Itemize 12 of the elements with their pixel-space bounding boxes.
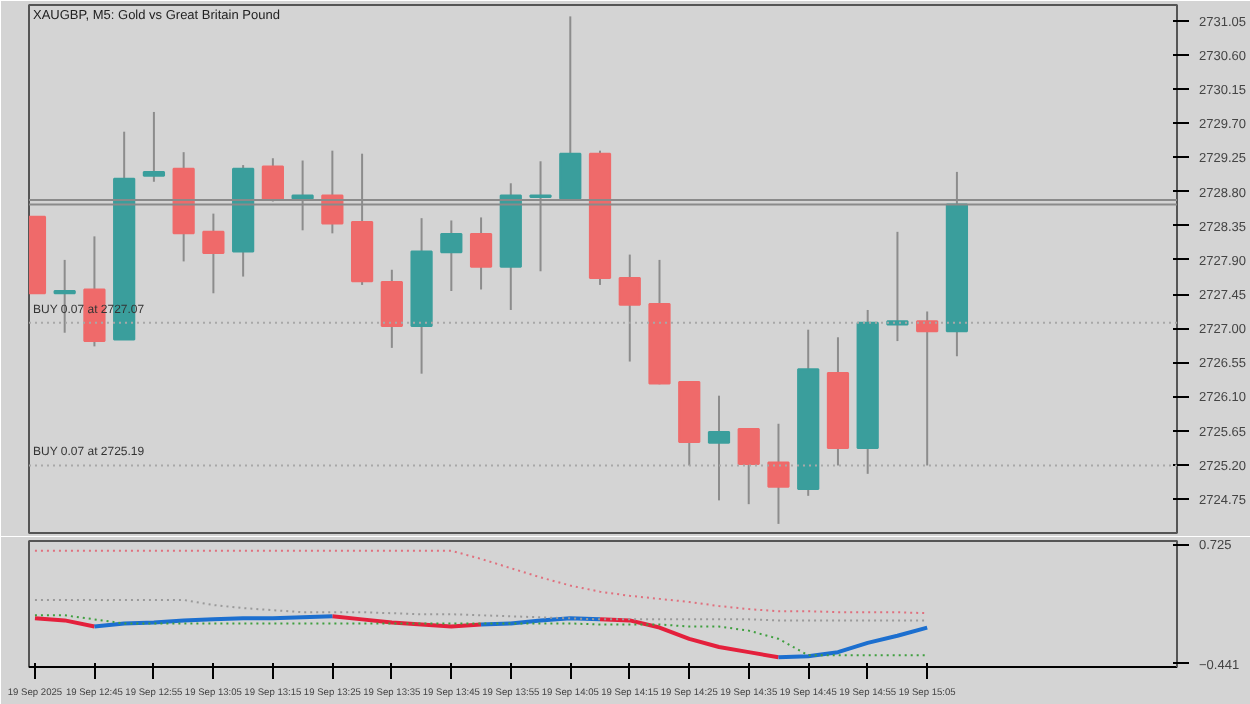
- candlestick: [202, 212, 225, 295]
- candlestick: [440, 219, 463, 292]
- line-series: [33, 598, 929, 622]
- candlestick: [142, 110, 166, 183]
- candlestick: [618, 253, 641, 363]
- candlestick: [767, 422, 790, 525]
- line-series: [33, 549, 929, 615]
- candlestick: [737, 428, 760, 506]
- candlestick: [707, 394, 731, 502]
- candlestick: [469, 216, 493, 291]
- candlestick: [916, 310, 939, 467]
- candlestick: [380, 268, 403, 349]
